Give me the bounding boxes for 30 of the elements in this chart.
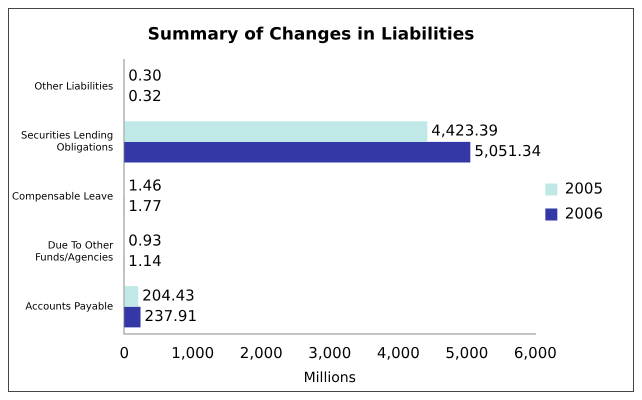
data-label: 237.91 xyxy=(144,306,198,325)
x-tick-label: 0 xyxy=(119,344,129,362)
x-tick-label: 3,000 xyxy=(308,344,352,362)
data-label: 1.46 xyxy=(128,176,162,194)
data-label: 0.30 xyxy=(128,66,162,84)
data-label: 1.14 xyxy=(128,252,162,270)
y-tick-label: Due To Other Funds/Agencies xyxy=(35,240,114,264)
data-label: 204.43 xyxy=(142,286,195,304)
bar xyxy=(124,286,138,307)
x-tick-label: 4,000 xyxy=(376,344,420,362)
data-label: 5,051.34 xyxy=(474,142,542,160)
legend-label: 2005 xyxy=(564,179,604,198)
legend-label: 2006 xyxy=(564,204,604,222)
chart-title: Summary of Changes in Liabilities xyxy=(148,24,474,45)
bar xyxy=(124,306,141,328)
data-label: 0.93 xyxy=(128,231,162,250)
data-label: 4,423.39 xyxy=(431,121,498,140)
data-label: 1.77 xyxy=(128,196,162,215)
y-tick-label: Other Liabilities xyxy=(34,81,114,92)
x-tick-label: 6,000 xyxy=(514,344,557,362)
x-tick-label: 2,000 xyxy=(240,344,283,362)
x-tick-label: 5,000 xyxy=(445,344,488,362)
y-tick-label: Compensable Leave xyxy=(12,191,114,202)
y-tick-label: Securities Lending Obligations xyxy=(21,130,114,154)
bar xyxy=(124,142,470,162)
y-tick-label: Accounts Payable xyxy=(25,301,114,312)
data-label: 0.32 xyxy=(128,87,162,106)
bar xyxy=(124,121,428,142)
x-tick-label: 1,000 xyxy=(171,344,214,362)
x-axis-title: Millions xyxy=(304,370,356,386)
